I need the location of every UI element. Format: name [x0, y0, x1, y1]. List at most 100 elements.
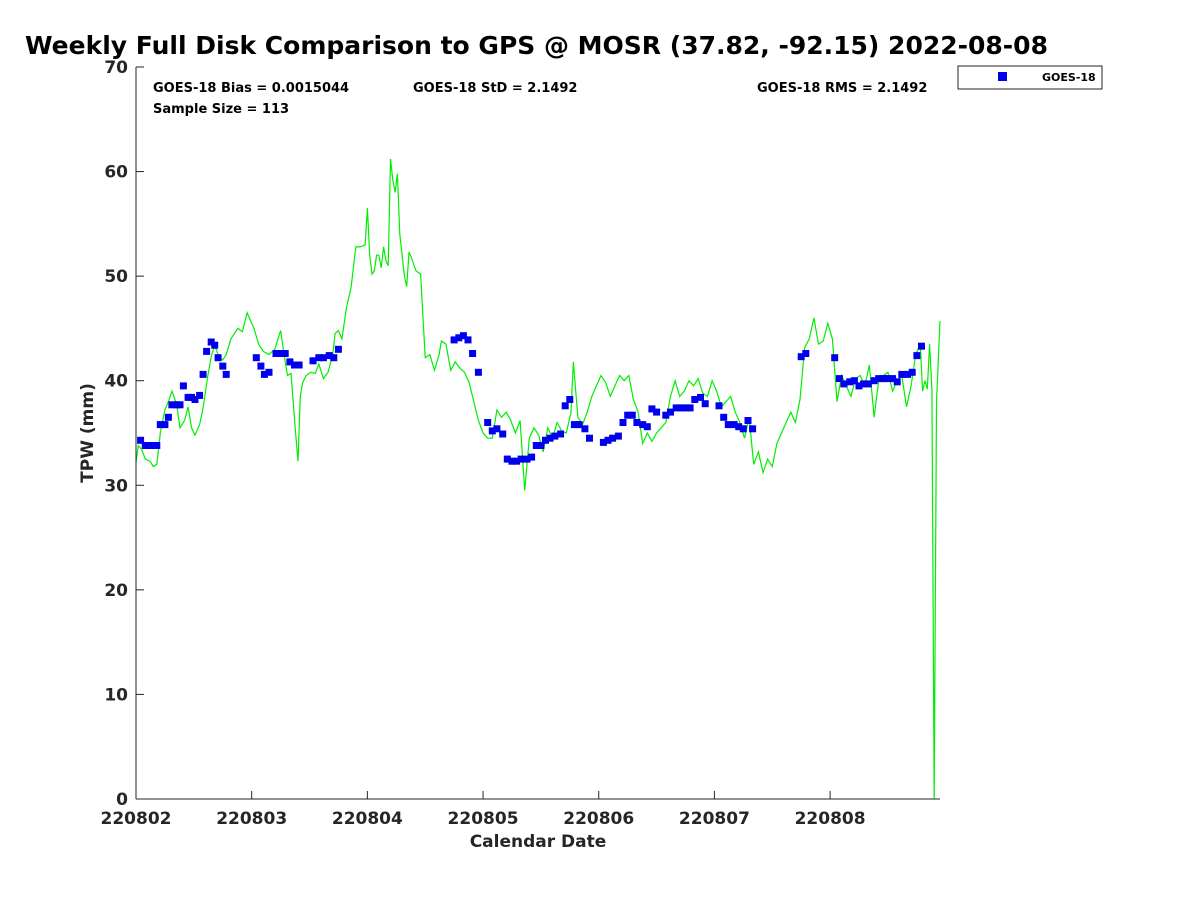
goes-18-point	[474, 368, 482, 376]
y-tick-label: 70	[104, 58, 128, 78]
goes-18-point	[831, 354, 839, 362]
goes-18-point	[893, 378, 901, 386]
y-tick-label: 30	[104, 476, 128, 496]
y-axis-label: TPW (mm)	[78, 383, 98, 483]
goes-18-point	[860, 380, 868, 388]
goes-18-point	[330, 354, 338, 362]
goes-18-point	[214, 354, 222, 362]
rms-annotation: GOES-18 RMS = 2.1492	[757, 81, 927, 96]
goes-18-point	[557, 430, 565, 438]
goes-18-point	[864, 380, 872, 388]
chart-title: Weekly Full Disk Comparison to GPS @ MOS…	[25, 31, 1048, 60]
goes-18-point	[884, 375, 892, 383]
goes-18-point	[653, 408, 661, 416]
goes-18-point	[889, 375, 897, 383]
goes-18-point	[875, 375, 883, 383]
goes-18-point	[203, 347, 211, 355]
goes-18-point	[464, 336, 472, 344]
goes-18-point	[609, 434, 617, 442]
x-axis-label: Calendar Date	[470, 832, 607, 852]
goes-18-point	[291, 361, 298, 369]
goes-18-point	[319, 354, 327, 362]
y-tick-label: 20	[104, 581, 128, 601]
goes-18-point	[802, 350, 810, 357]
goes-18-point	[156, 421, 164, 429]
x-tick-label: 220805	[448, 809, 519, 829]
goes-18-point	[528, 453, 536, 461]
goes-18-point	[153, 442, 161, 449]
x-tick-label: 220802	[101, 809, 172, 829]
x-tick-label: 220808	[795, 809, 866, 829]
goes-18-point	[724, 421, 732, 429]
goes-18-point	[686, 404, 694, 412]
goes-18-point	[325, 352, 333, 360]
goes-18-point	[682, 404, 689, 412]
goes-18-point	[272, 350, 280, 357]
bias-annotation: GOES-18 Bias = 0.0015044	[153, 81, 349, 96]
goes-18-point	[715, 402, 723, 410]
goes-18-point	[720, 413, 728, 421]
goes-18-point	[648, 405, 656, 413]
goes-18-point	[499, 430, 507, 438]
goes-18-point	[604, 436, 612, 444]
goes-18-point	[145, 442, 153, 449]
x-tick-label: 220804	[332, 809, 403, 829]
goes-18-point	[551, 432, 559, 440]
goes-18-point	[488, 427, 496, 435]
goes-18-point	[309, 357, 317, 365]
y-tick-label: 60	[104, 163, 128, 183]
goes-18-point	[643, 423, 651, 431]
goes-18-point	[469, 350, 477, 357]
y-tick-label: 0	[116, 790, 128, 810]
goes-18-point	[677, 404, 685, 412]
sample-size-annotation: Sample Size = 113	[153, 102, 289, 117]
goes-18-point	[503, 455, 511, 463]
goes-18-point	[252, 354, 260, 362]
goes-18-point	[334, 345, 342, 353]
goes-18-point	[196, 391, 204, 399]
goes-18-point	[286, 358, 294, 366]
goes-18-point	[257, 362, 265, 370]
x-ticks: 220802 220803 220804 220805 220806 220807 2208…	[101, 791, 866, 829]
legend-label-goes-18: GOES-18	[1042, 71, 1096, 84]
goes-18-point	[624, 411, 632, 419]
goes-18-point	[846, 378, 854, 386]
plot-area	[135, 67, 941, 800]
gps-series	[135, 158, 941, 800]
goes-18-point	[561, 402, 569, 410]
goes-18-point	[586, 434, 593, 442]
goes-18-point	[537, 442, 545, 449]
y-ticks: 0 10 20 30 40 50 60 70	[104, 58, 144, 810]
goes-18-point	[581, 425, 589, 433]
x-tick-label: 220806	[563, 809, 634, 829]
x-tick-label: 220803	[216, 809, 287, 829]
goes-18-point	[137, 436, 145, 444]
goes-18-point	[199, 370, 207, 378]
goes-18-point	[161, 421, 169, 429]
goes-18-point	[730, 421, 738, 429]
goes-18-point	[277, 350, 285, 357]
goes-18-point	[295, 361, 303, 369]
goes-18-point	[179, 382, 187, 390]
goes-18-point	[455, 334, 463, 342]
goes-18-point	[450, 336, 458, 344]
goes-18-point	[672, 404, 680, 412]
y-tick-label: 50	[104, 267, 128, 287]
goes-18-point	[898, 370, 906, 378]
plot-background	[136, 67, 940, 799]
goes-18-point	[701, 400, 709, 408]
goes-18-point	[749, 425, 757, 433]
goes-18-point	[840, 380, 848, 388]
x-tick-label: 220807	[679, 809, 750, 829]
legend-box	[957, 65, 1103, 90]
goes-18-point	[697, 393, 704, 401]
goes-18-point	[191, 396, 199, 403]
goes-18-point	[532, 442, 540, 449]
std-annotation: GOES-18 StD = 2.1492	[413, 81, 577, 96]
goes-18-point	[691, 396, 699, 403]
goes-18-point	[484, 419, 492, 426]
goes-18-point	[797, 353, 805, 361]
goes-18-point	[315, 354, 323, 362]
goes-18-point	[575, 421, 583, 429]
goes-18-point	[546, 434, 554, 442]
